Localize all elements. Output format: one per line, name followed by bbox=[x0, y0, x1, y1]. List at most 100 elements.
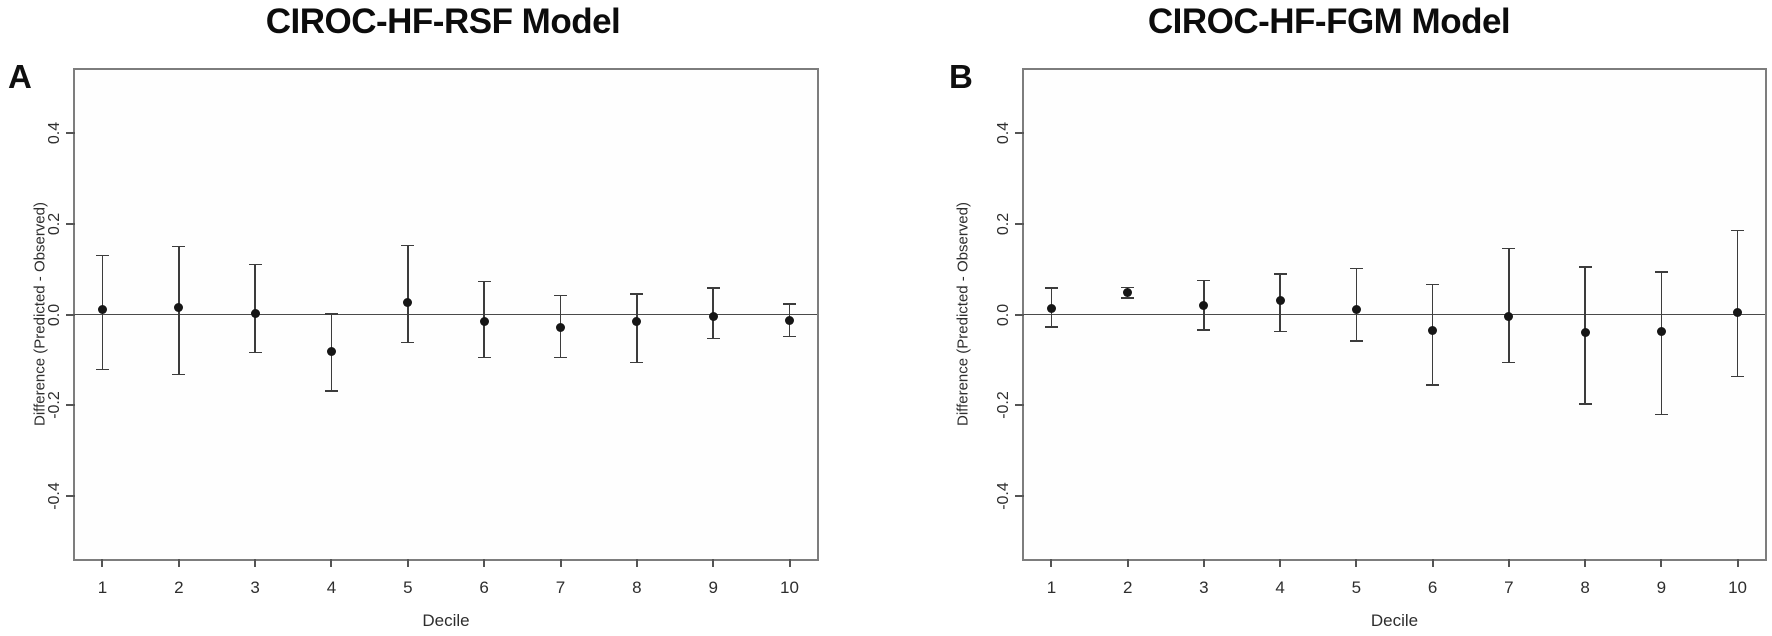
x-axis-tick-label: 9 bbox=[1656, 578, 1667, 597]
error-bar-top-cap bbox=[554, 294, 567, 297]
data-point bbox=[632, 316, 642, 326]
x-axis-tick bbox=[406, 559, 409, 567]
y-axis-tick-label-text: -0.2 bbox=[995, 391, 1012, 419]
error-bar-line bbox=[1736, 230, 1739, 377]
y-axis-tick bbox=[1015, 222, 1024, 225]
x-axis-tick bbox=[1431, 559, 1434, 567]
error-bar-bottom-cap bbox=[1654, 413, 1668, 416]
x-axis-tick-label: 1 bbox=[1046, 578, 1057, 597]
x-axis-tick-label: 5 bbox=[403, 578, 413, 597]
panel-b-title: CIROC-HF-FGM Model bbox=[1147, 2, 1511, 41]
y-axis-tick-label-text: 0.0 bbox=[46, 303, 63, 326]
error-bar-top-cap bbox=[1349, 267, 1363, 270]
x-axis-tick-label: 7 bbox=[1504, 578, 1514, 597]
data-point bbox=[174, 302, 184, 312]
error-bar-bottom-cap bbox=[1349, 340, 1363, 342]
y-axis-tick bbox=[1015, 313, 1024, 316]
x-axis-tick bbox=[1355, 559, 1358, 567]
error-bar-bottom-cap bbox=[1578, 403, 1592, 405]
x-axis-tick bbox=[254, 559, 257, 567]
x-axis-tick bbox=[1507, 559, 1510, 567]
data-point bbox=[1351, 305, 1361, 315]
y-axis-tick-label-text: 0.0 bbox=[995, 303, 1012, 326]
error-bar-line bbox=[1355, 268, 1358, 342]
error-bar-top-cap bbox=[1654, 271, 1668, 273]
data-point bbox=[97, 304, 107, 314]
x-axis-tick bbox=[1736, 559, 1739, 567]
data-point bbox=[708, 311, 718, 321]
x-axis-tick bbox=[1279, 559, 1282, 567]
error-bar-bottom-cap bbox=[1197, 329, 1211, 331]
error-bar-bottom-cap bbox=[401, 341, 415, 344]
error-bar-top-cap bbox=[1731, 229, 1745, 232]
error-bar-bottom-cap bbox=[554, 356, 567, 359]
error-bar-top-cap bbox=[630, 293, 644, 295]
error-bar-top-cap bbox=[401, 244, 415, 247]
y-axis-tick bbox=[1015, 494, 1024, 497]
y-axis-tick bbox=[66, 132, 75, 135]
y-axis-tick-label-text: -0.2 bbox=[46, 391, 63, 419]
x-axis-tick bbox=[559, 559, 562, 567]
zero-reference-line bbox=[75, 313, 817, 316]
data-point bbox=[1199, 300, 1209, 310]
data-point bbox=[1504, 312, 1514, 322]
data-point bbox=[326, 346, 336, 356]
y-axis-tick bbox=[1015, 132, 1024, 135]
error-bar-line bbox=[1508, 248, 1510, 363]
data-point bbox=[1580, 328, 1590, 338]
error-bar-bottom-cap bbox=[706, 337, 720, 340]
y-axis-tick bbox=[66, 494, 75, 497]
error-bar-line bbox=[1660, 271, 1663, 415]
error-bar-top-cap bbox=[1426, 283, 1440, 286]
x-axis-tick-label: 4 bbox=[326, 578, 337, 597]
y-axis-tick bbox=[66, 404, 75, 407]
x-axis-tick bbox=[1126, 559, 1129, 567]
x-axis-tick bbox=[330, 559, 333, 567]
x-axis-tick-label: 7 bbox=[555, 578, 566, 597]
error-bar-top-cap bbox=[477, 280, 491, 283]
x-axis-tick bbox=[1584, 559, 1587, 567]
data-point bbox=[250, 308, 260, 318]
x-axis-tick-label: 1 bbox=[97, 578, 108, 597]
data-point bbox=[1656, 327, 1666, 337]
error-bar-bottom-cap bbox=[783, 335, 797, 338]
panel-b-x-axis-label: Decile bbox=[1370, 611, 1419, 630]
x-axis-tick bbox=[1202, 559, 1205, 567]
data-point bbox=[785, 316, 795, 326]
error-bar-top-cap bbox=[248, 263, 262, 266]
data-point bbox=[1275, 296, 1285, 306]
data-point bbox=[1428, 326, 1438, 336]
y-axis-tick bbox=[66, 222, 75, 225]
x-axis-tick bbox=[788, 559, 791, 567]
x-axis-tick-label: 3 bbox=[1199, 578, 1209, 597]
data-point bbox=[1123, 288, 1133, 298]
error-bar-bottom-cap bbox=[1426, 384, 1440, 386]
error-bar-bottom-cap bbox=[1731, 375, 1745, 378]
x-axis-tick-label: 10 bbox=[780, 578, 799, 597]
error-bar-line bbox=[636, 294, 638, 363]
panel-a-x-axis-label: Decile bbox=[422, 611, 470, 630]
data-point bbox=[1046, 304, 1056, 314]
x-axis-tick bbox=[483, 559, 486, 567]
y-axis-tick bbox=[66, 313, 75, 316]
error-bar-top-cap bbox=[783, 303, 797, 305]
x-axis-tick-label: 10 bbox=[1728, 578, 1747, 597]
y-axis-tick-label-text: 0.4 bbox=[995, 122, 1012, 145]
x-axis-tick bbox=[1050, 559, 1053, 567]
x-axis-tick-label: 9 bbox=[708, 578, 718, 597]
x-axis-tick-label: 4 bbox=[1275, 578, 1285, 597]
x-axis-tick-label: 5 bbox=[1351, 578, 1362, 597]
error-bar-bottom-cap bbox=[95, 368, 109, 371]
error-bar-top-cap bbox=[1121, 286, 1135, 289]
error-bar-top-cap bbox=[1578, 266, 1592, 268]
y-axis-tick bbox=[1015, 404, 1024, 407]
error-bar-line bbox=[254, 264, 256, 353]
error-bar-top-cap bbox=[1197, 279, 1211, 282]
error-bar-bottom-cap bbox=[324, 390, 338, 392]
error-bar-bottom-cap bbox=[172, 373, 186, 376]
y-axis-tick-label-text: -0.4 bbox=[995, 481, 1012, 510]
x-axis-tick bbox=[1660, 559, 1663, 567]
error-bar-bottom-cap bbox=[1273, 330, 1287, 333]
error-bar-bottom-cap bbox=[630, 361, 644, 364]
